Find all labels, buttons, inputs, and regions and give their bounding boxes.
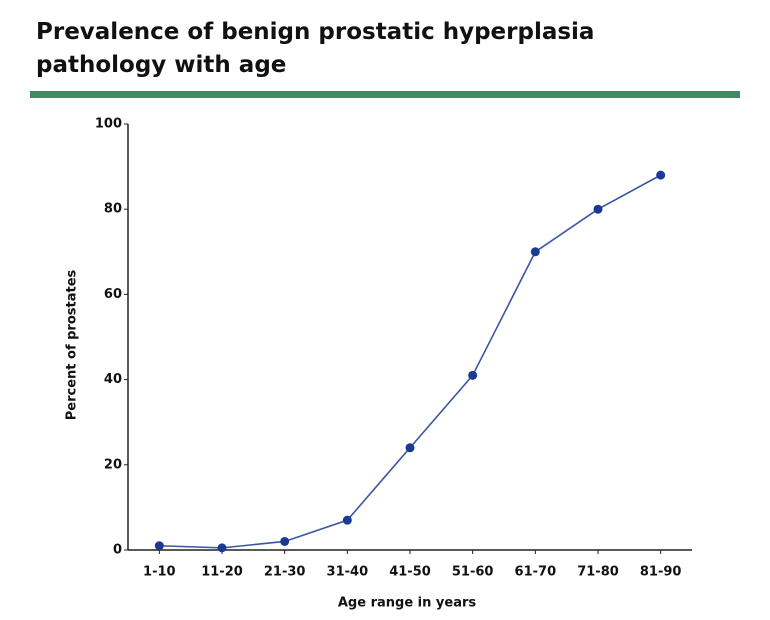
- data-point: [656, 170, 666, 180]
- y-tick-label: 80: [104, 202, 122, 217]
- data-point: [342, 515, 352, 525]
- x-tick-label: 71-80: [577, 565, 619, 580]
- y-axis-label: Percent of prostates: [65, 269, 80, 420]
- data-point: [468, 370, 478, 380]
- y-tick-label: 20: [104, 457, 122, 472]
- data-point: [217, 543, 227, 553]
- y-tick-label: 100: [95, 117, 122, 132]
- x-tick-label: 1-10: [143, 565, 176, 580]
- x-tick-label: 21-30: [264, 565, 306, 580]
- data-point: [280, 536, 290, 546]
- x-tick-label: 31-40: [327, 565, 369, 580]
- y-tick-label: 40: [104, 372, 122, 387]
- chart-title: Prevalence of benign prostatic hyperplas…: [36, 19, 595, 78]
- x-tick-label: 51-60: [452, 565, 494, 580]
- x-tick-label: 61-70: [515, 565, 557, 580]
- x-tick-label: 41-50: [389, 565, 431, 580]
- title-rule: [30, 91, 740, 98]
- x-tick-label: 11-20: [201, 565, 243, 580]
- y-tick-label: 0: [113, 543, 122, 558]
- data-line: [159, 174, 662, 549]
- y-tick-label: 60: [104, 287, 122, 302]
- x-tick-label: 81-90: [640, 565, 682, 580]
- data-point: [405, 443, 415, 453]
- data-point: [530, 247, 540, 257]
- x-axis-label: Age range in years: [338, 596, 477, 611]
- data-point: [154, 541, 164, 551]
- data-point: [593, 204, 603, 214]
